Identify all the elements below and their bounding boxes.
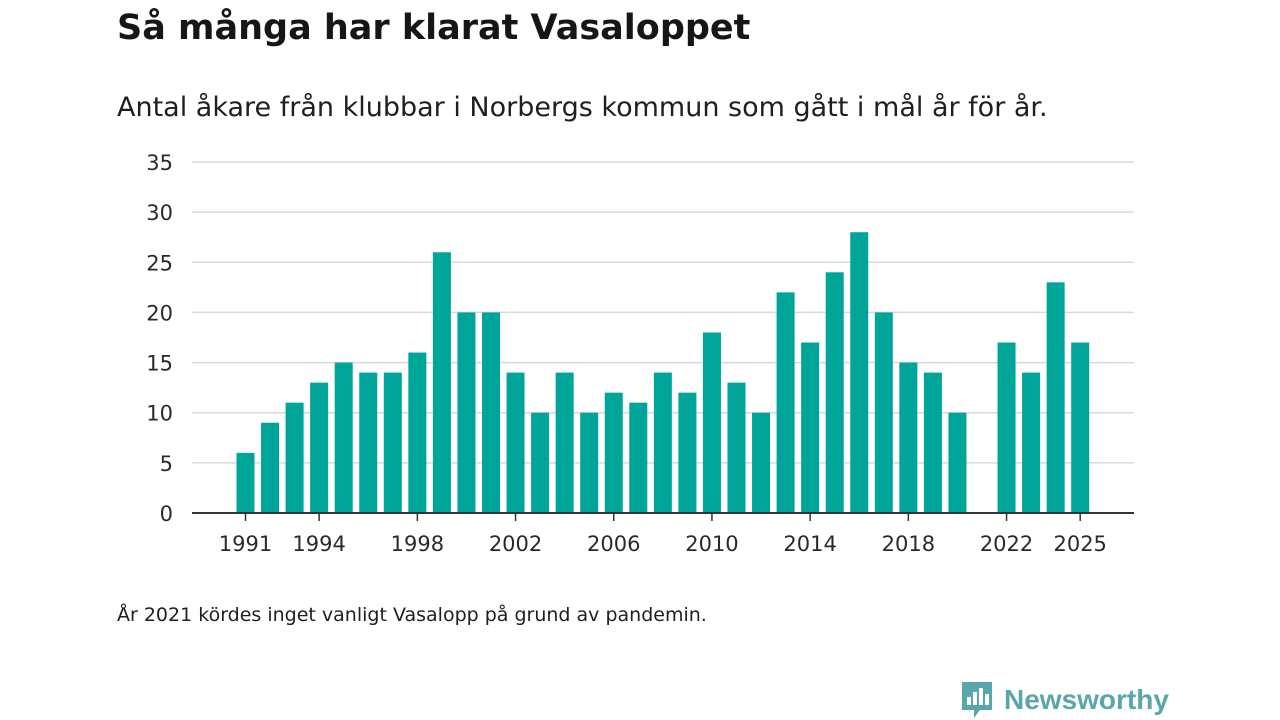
y-tick-label: 15 (146, 352, 173, 376)
bar-2023 (1022, 372, 1041, 513)
y-tick-label: 30 (146, 201, 173, 225)
bar-2016 (850, 232, 869, 513)
bar-2012 (752, 412, 771, 513)
bar-1999 (432, 252, 451, 513)
bar-2025 (1071, 342, 1090, 513)
bar-2019 (923, 372, 942, 513)
brand-name: Newsworthy (1004, 684, 1169, 715)
y-tick-label: 5 (160, 452, 173, 476)
bar-2005 (580, 412, 599, 513)
bar-2017 (874, 312, 893, 513)
bar-2015 (825, 272, 844, 513)
bar-2009 (678, 392, 697, 513)
bar-2004 (555, 372, 574, 513)
x-tick-label: 1991 (219, 532, 272, 556)
bar-2014 (801, 342, 820, 513)
bar-1994 (310, 382, 329, 513)
bar-1991 (236, 452, 255, 513)
bar-1998 (408, 352, 427, 513)
x-tick-label: 2022 (980, 532, 1033, 556)
x-tick-label: 2010 (685, 532, 738, 556)
bar-2022 (997, 342, 1016, 513)
x-tick-label: 2018 (882, 532, 935, 556)
bar-1996 (359, 372, 378, 513)
bar-2003 (531, 412, 550, 513)
y-tick-label: 25 (146, 251, 173, 275)
bar-2024 (1046, 282, 1065, 513)
y-tick-label: 20 (146, 301, 173, 325)
bar-2002 (506, 372, 525, 513)
x-tick-label: 2025 (1053, 532, 1106, 556)
bar-1995 (334, 362, 353, 513)
bar-2000 (457, 312, 476, 513)
bar-2018 (899, 362, 918, 513)
bar-2011 (727, 382, 746, 513)
y-tick-label: 0 (160, 502, 173, 526)
footnote: År 2021 kördes inget vanligt Vasalopp på… (117, 604, 707, 626)
bar-2008 (653, 372, 672, 513)
x-tick-label: 2002 (489, 532, 542, 556)
chart-title: Så många har klarat Vasaloppet (117, 8, 751, 48)
x-tick-label: 1994 (292, 532, 345, 556)
x-tick-label: 1998 (391, 532, 444, 556)
newsworthy-logo: Newsworthy (960, 680, 1169, 720)
bar-1993 (285, 402, 304, 513)
bar-2006 (604, 392, 623, 513)
bar-2020 (948, 412, 967, 513)
newsworthy-logo-icon (962, 682, 992, 718)
x-tick-label: 2014 (783, 532, 836, 556)
x-tick-label: 2006 (587, 532, 640, 556)
bar-1997 (383, 372, 402, 513)
bar-2010 (702, 332, 721, 513)
bar-2007 (629, 402, 648, 513)
y-tick-label: 10 (146, 402, 173, 426)
bar-2013 (776, 292, 795, 513)
chart-subtitle: Antal åkare från klubbar i Norbergs komm… (117, 92, 1048, 123)
bar-1992 (261, 422, 280, 513)
bar-2001 (482, 312, 500, 513)
y-tick-label: 35 (146, 151, 173, 175)
